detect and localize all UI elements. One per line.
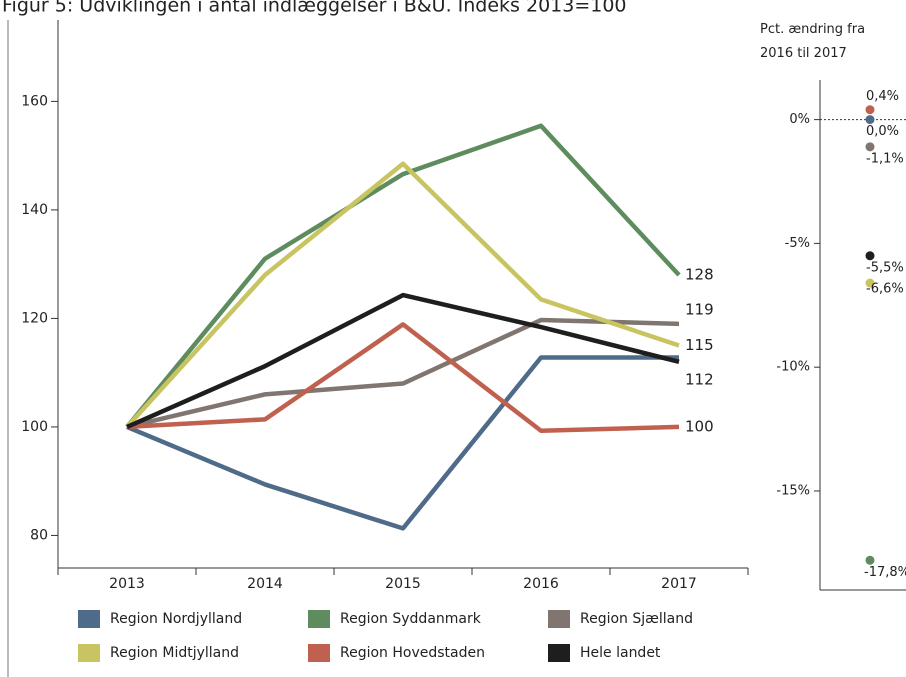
series-line [126,317,680,430]
value-label: -6,6% [866,282,904,297]
x-tick-label: 2015 [385,576,421,592]
value-label: -17,8% [864,565,906,580]
y-tick-label: -15% [776,483,810,498]
y-tick-label: -10% [776,360,810,375]
dot [865,555,875,565]
legend-swatch [78,610,100,628]
legend-label: Region Syddanmark [340,611,482,627]
y-tick-label: 140 [21,202,48,218]
legend-swatch [308,644,330,662]
series-line [126,355,679,531]
series-line [126,322,680,433]
value-label: 0,0% [866,124,899,139]
legend-label: Region Nordjylland [110,611,242,627]
end-label: 112 [685,370,714,388]
x-tick-label: 2014 [247,576,283,592]
series-line [126,292,680,429]
dot [865,278,875,288]
legend-label: Region Midtjylland [110,645,239,661]
end-label: 115 [685,336,714,354]
end-label: 119 [685,300,714,318]
legend-swatch [78,644,100,662]
legend-swatch [548,644,570,662]
dot [865,115,875,125]
y-tick-label: 120 [21,310,48,326]
end-label: 128 [685,266,714,284]
chart-title: Figur 5: Udviklingen i antal indlæggelse… [2,0,627,17]
x-tick-label: 2016 [523,576,559,592]
legend-swatch [308,610,330,628]
y-tick-label: -5% [785,236,810,251]
series-line [125,161,680,429]
end-label: 100 [685,417,714,435]
series-line [125,123,681,429]
legend-label: Hele landet [580,645,661,661]
legend-label: Region Hovedstaden [340,645,485,661]
x-tick-label: 2013 [109,576,145,592]
x-tick-label: 2017 [661,576,697,592]
dot [865,142,875,152]
right-title: Pct. ændring fra 2016 til 2017 [760,22,866,61]
legend-swatch [548,610,570,628]
value-label: 0,4% [866,89,899,104]
y-tick-label: 160 [21,93,48,109]
y-tick-label: 100 [21,419,48,435]
value-label: -5,5% [866,260,904,275]
dot [865,105,875,115]
value-label: -1,1% [866,151,904,166]
y-tick-label: 0% [789,112,810,127]
dot [865,251,875,261]
legend-label: Region Sjælland [580,611,693,627]
y-tick-label: 80 [30,527,48,543]
